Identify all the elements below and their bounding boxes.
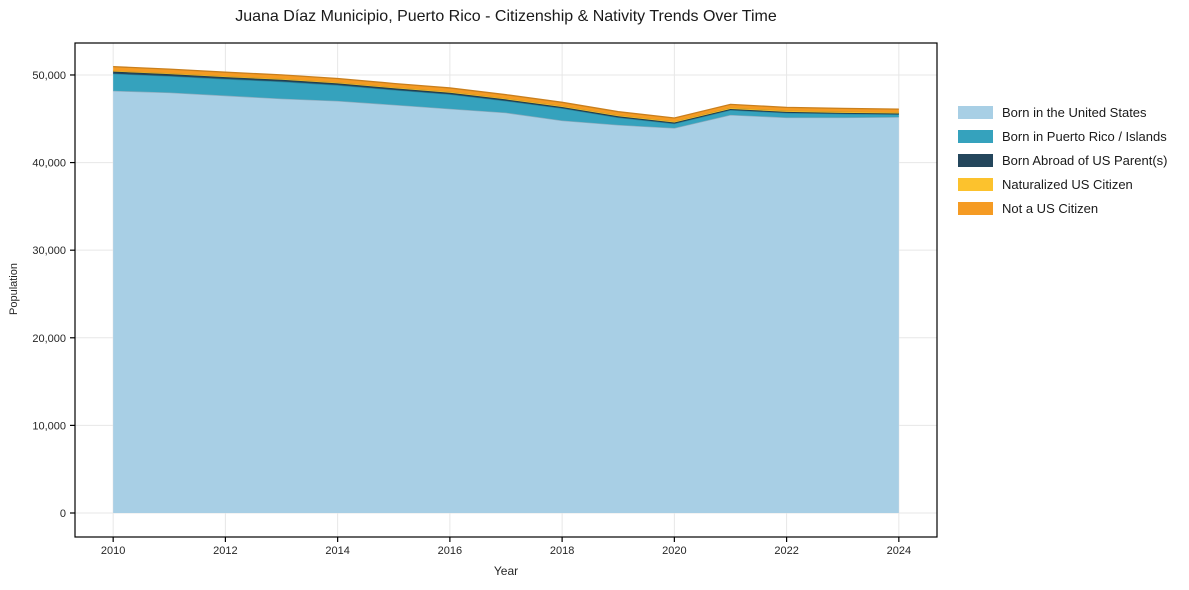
legend-label: Not a US Citizen	[1002, 200, 1099, 216]
y-tick-label: 0	[60, 508, 66, 520]
area-band-born-abroad-of-us-parent-s	[113, 71, 899, 124]
x-axis-label: Year	[493, 564, 519, 578]
legend-label: Born Abroad of US Parent(s)	[1002, 152, 1168, 168]
y-tick-label: 50,000	[32, 70, 66, 82]
legend-swatch	[958, 129, 993, 143]
legend-item: Born in the United States	[958, 100, 1167, 124]
chart-title: Juana Díaz Municipio, Puerto Rico - Citi…	[235, 8, 777, 25]
plot-frame	[74, 42, 938, 538]
y-tick-label: 10,000	[32, 420, 66, 432]
y-tick-label: 40,000	[32, 158, 66, 170]
y-tick-label: 20,000	[32, 333, 66, 345]
legend-label: Born in the United States	[1002, 104, 1147, 120]
legend-swatch	[958, 177, 993, 191]
legend-item: Not a US Citizen	[958, 196, 1167, 220]
legend-swatch	[958, 105, 993, 119]
legend-swatch	[958, 201, 993, 215]
area-band-not-a-us-citizen	[113, 66, 899, 122]
y-tick-label: 30,000	[32, 245, 66, 257]
x-tick-label: 2018	[550, 545, 574, 557]
area-band-edge	[113, 66, 899, 119]
x-tick-label: 2016	[438, 545, 462, 557]
x-tick-label: 2014	[325, 545, 349, 557]
legend-item: Born in Puerto Rico / Islands	[958, 124, 1167, 148]
legend: Born in the United States Born in Puerto …	[958, 100, 1167, 220]
x-tick-label: 2012	[213, 545, 237, 557]
x-tick-label: 2024	[887, 545, 911, 557]
x-tick-label: 2020	[662, 545, 686, 557]
legend-label: Born in Puerto Rico / Islands	[1002, 128, 1167, 144]
x-tick-label: 2022	[774, 545, 798, 557]
legend-swatch	[958, 153, 993, 167]
legend-item: Born Abroad of US Parent(s)	[958, 148, 1167, 172]
y-axis-label: Population	[8, 263, 20, 315]
area-band-born-in-the-united-states	[113, 90, 899, 514]
legend-item: Naturalized US Citizen	[958, 172, 1167, 196]
x-tick-label: 2010	[101, 545, 125, 557]
legend-label: Naturalized US Citizen	[1002, 176, 1133, 192]
